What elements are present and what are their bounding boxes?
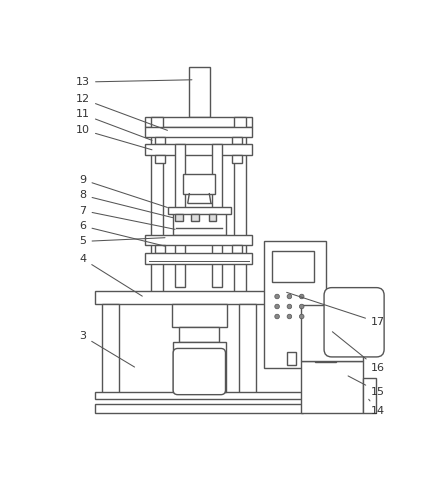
FancyBboxPatch shape <box>173 348 226 395</box>
Circle shape <box>275 304 279 309</box>
Circle shape <box>275 294 279 299</box>
Bar <box>151 117 163 301</box>
Circle shape <box>287 294 292 299</box>
Bar <box>301 361 363 413</box>
Bar <box>232 245 242 253</box>
Circle shape <box>299 304 304 309</box>
Bar <box>145 235 253 245</box>
Bar <box>209 214 216 221</box>
Bar <box>95 392 303 399</box>
Bar <box>191 214 198 221</box>
Bar <box>264 241 326 368</box>
Bar <box>301 305 363 361</box>
FancyBboxPatch shape <box>324 288 384 357</box>
Text: 6: 6 <box>80 221 165 246</box>
Text: 10: 10 <box>76 125 152 150</box>
Bar <box>189 67 210 117</box>
Bar <box>155 245 165 253</box>
Text: 15: 15 <box>348 376 385 397</box>
Bar <box>232 137 242 145</box>
Text: 3: 3 <box>80 331 135 367</box>
Bar <box>183 174 216 194</box>
Bar <box>145 128 253 137</box>
Bar <box>173 342 226 392</box>
Bar <box>213 145 222 287</box>
Bar <box>176 145 185 287</box>
Bar <box>180 327 220 342</box>
Circle shape <box>287 314 292 319</box>
Bar <box>287 352 297 365</box>
Bar <box>315 353 337 362</box>
Bar <box>145 117 253 128</box>
Bar <box>155 137 165 145</box>
Bar <box>168 207 231 214</box>
Text: 5: 5 <box>80 236 165 246</box>
Bar <box>363 377 377 413</box>
Text: 11: 11 <box>76 109 152 140</box>
Bar <box>155 155 165 163</box>
Bar <box>95 404 303 413</box>
Bar <box>232 155 242 163</box>
Bar <box>145 253 253 264</box>
Text: 8: 8 <box>80 190 173 218</box>
Text: 16: 16 <box>332 332 385 373</box>
Text: 17: 17 <box>286 292 385 327</box>
Circle shape <box>299 294 304 299</box>
Text: 14: 14 <box>369 399 385 416</box>
Text: 7: 7 <box>80 206 175 229</box>
Bar <box>176 214 183 221</box>
Text: 4: 4 <box>80 254 142 296</box>
Bar <box>103 304 119 396</box>
Bar <box>95 291 303 304</box>
Bar <box>172 304 227 327</box>
Bar <box>145 145 253 155</box>
Bar <box>234 117 246 301</box>
Text: 12: 12 <box>76 94 168 131</box>
Bar <box>272 251 314 282</box>
Text: 13: 13 <box>76 77 192 87</box>
Circle shape <box>287 304 292 309</box>
Circle shape <box>299 314 304 319</box>
Circle shape <box>275 314 279 319</box>
Bar <box>239 304 256 396</box>
Bar <box>173 211 226 235</box>
Text: 9: 9 <box>80 175 167 208</box>
